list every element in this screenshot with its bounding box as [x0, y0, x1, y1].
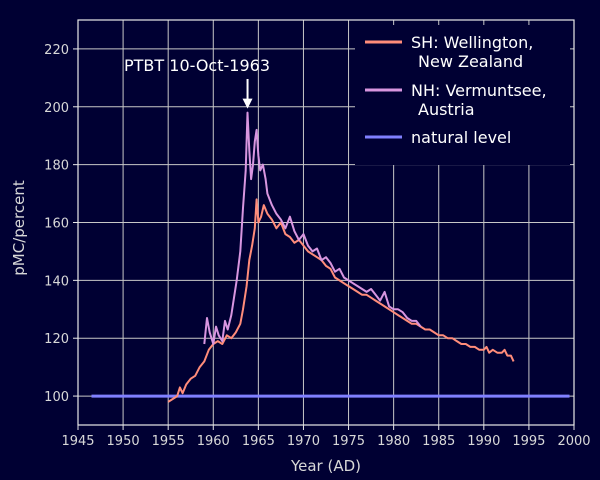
- y-tick-label: 120: [44, 332, 69, 347]
- x-tick-label: 1945: [61, 434, 94, 449]
- x-tick-label: 1950: [107, 434, 140, 449]
- y-tick-label: 100: [44, 390, 69, 405]
- x-axis: 1945 1950 1955 1960 1965 1970 1975 1980 1985 1990…: [61, 425, 591, 449]
- series-line-sh-wellington: [167, 198, 515, 403]
- x-tick-label: 2000: [557, 434, 590, 449]
- annotation-arrowhead: [242, 98, 253, 109]
- x-tick-label: 1980: [377, 434, 410, 449]
- x-tick-label: 1970: [287, 434, 320, 449]
- y-tick-label: 220: [44, 43, 69, 58]
- y-axis-title: pMC/percent: [10, 180, 28, 276]
- legend: SH: Wellington, New Zealand NH: Vermunts…: [365, 33, 547, 147]
- series-layer: [91, 111, 570, 403]
- legend-label-sh: SH: Wellington,: [411, 33, 533, 52]
- x-tick-label: 1965: [242, 434, 275, 449]
- x-tick-label: 1990: [467, 434, 500, 449]
- annotation-label: PTBT 10-Oct-1963: [124, 56, 270, 75]
- legend-label-nh: NH: Vermuntsee,: [411, 81, 547, 100]
- x-tick-label: 1960: [197, 434, 230, 449]
- y-tick-label: 200: [44, 101, 69, 116]
- x-axis-title: Year (AD): [290, 457, 361, 475]
- y-tick-label: 180: [44, 159, 69, 174]
- y-tick-label: 140: [44, 274, 69, 289]
- legend-box: [355, 25, 570, 165]
- series-line-nh-vermuntsee: [203, 111, 422, 345]
- y-axis: 100 120 140 160 180 200 220: [44, 43, 78, 405]
- legend-label-sh-line2: New Zealand: [418, 52, 523, 71]
- x-tick-label: 1955: [152, 434, 185, 449]
- legend-label-natural: natural level: [411, 128, 511, 147]
- x-tick-label: 1995: [512, 434, 545, 449]
- x-tick-label: 1985: [422, 434, 455, 449]
- annotation: PTBT 10-Oct-1963: [124, 56, 270, 109]
- legend-label-nh-line2: Austria: [418, 100, 475, 119]
- y-tick-label: 160: [44, 217, 69, 232]
- x-tick-label: 1975: [332, 434, 365, 449]
